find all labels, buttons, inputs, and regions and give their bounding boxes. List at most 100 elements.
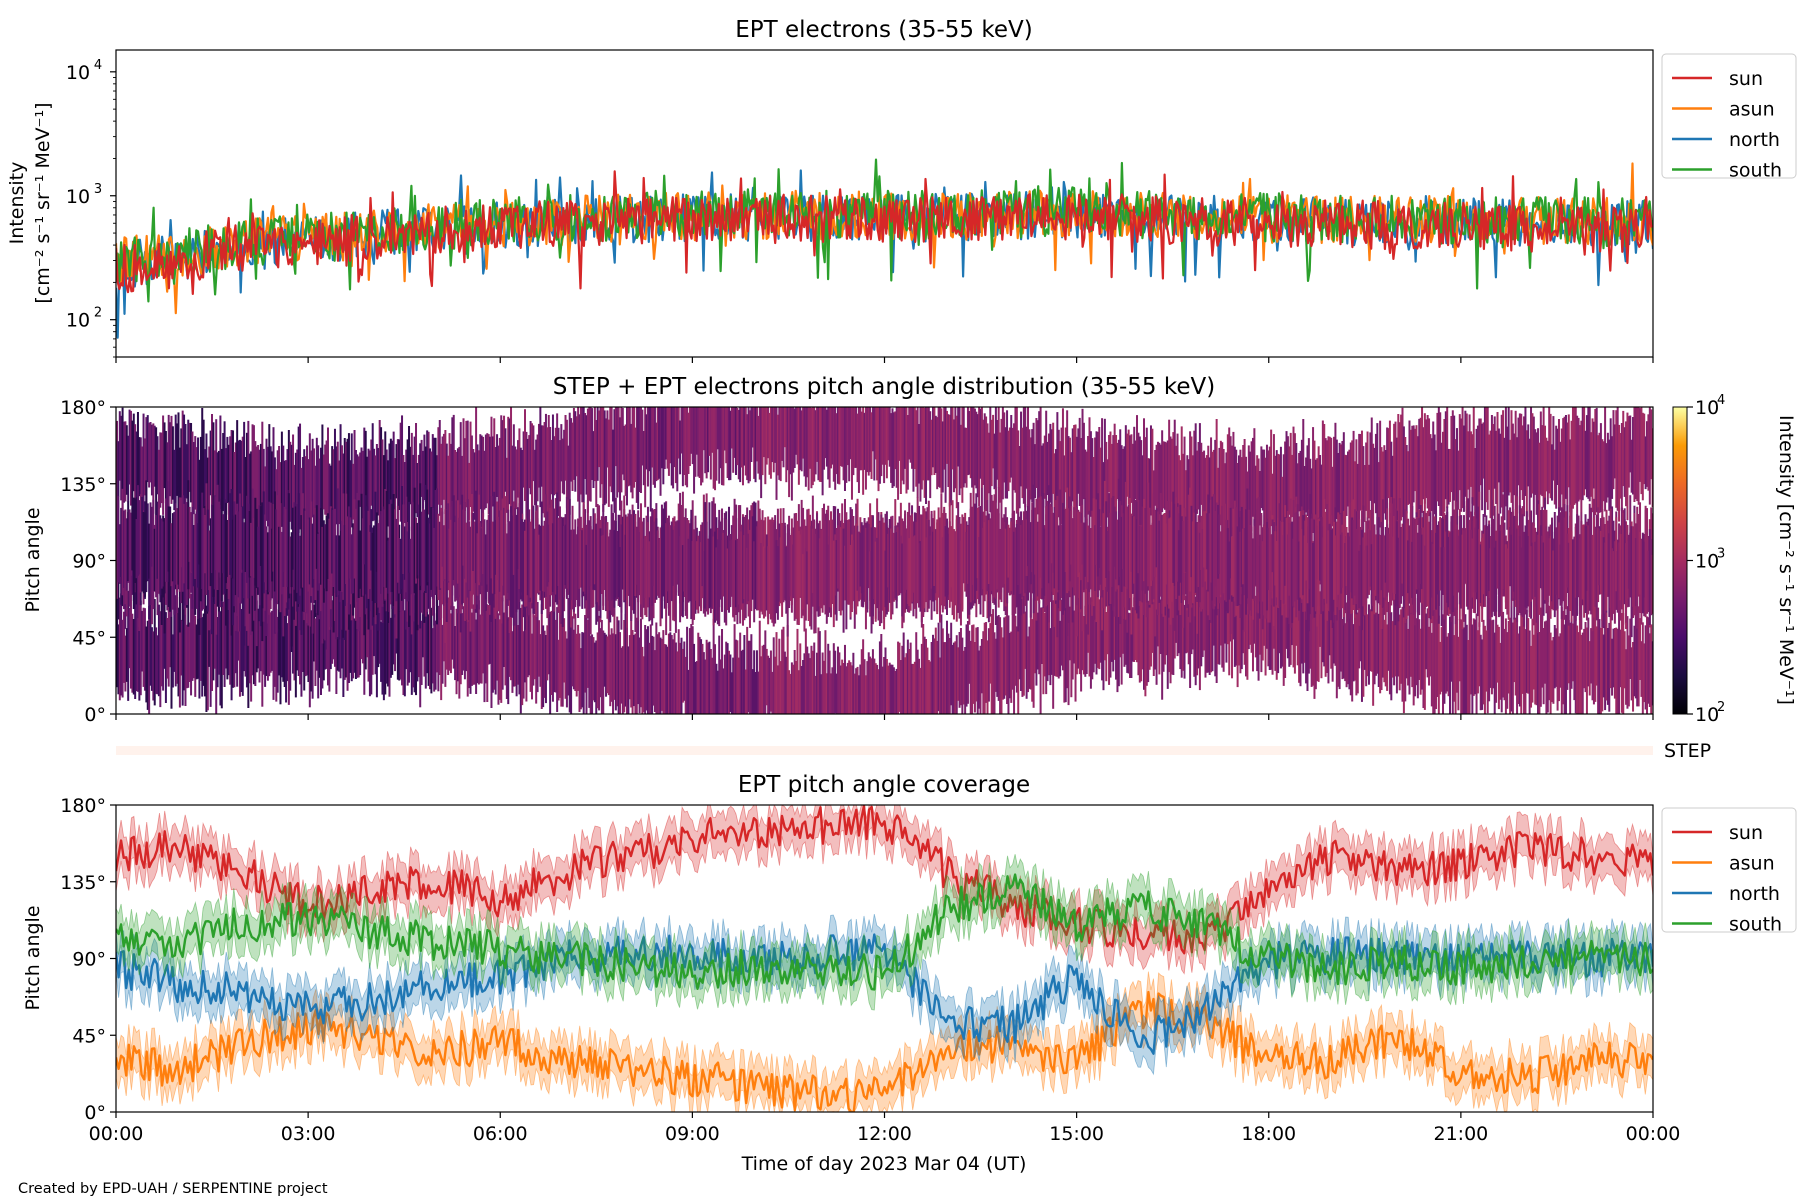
heatmap-cell bbox=[1467, 640, 1470, 714]
heatmap-cell bbox=[218, 599, 220, 675]
heatmap-cell bbox=[933, 407, 936, 475]
heatmap-cell bbox=[496, 434, 499, 497]
heatmap-cell bbox=[634, 427, 637, 482]
heatmap-cell bbox=[1122, 513, 1125, 570]
heatmap-cell bbox=[588, 596, 591, 708]
heatmap-cell bbox=[1075, 506, 1078, 606]
heatmap-cell bbox=[1634, 407, 1637, 500]
heatmap-cell bbox=[816, 652, 819, 714]
heatmap-cell bbox=[592, 431, 595, 488]
heatmap-cell bbox=[542, 425, 545, 514]
heatmap-cell bbox=[299, 597, 302, 685]
heatmap-cell bbox=[1025, 426, 1028, 489]
heatmap-cell bbox=[396, 573, 399, 680]
heatmap-cell bbox=[466, 619, 469, 697]
heatmap-cell bbox=[401, 583, 404, 686]
heatmap-cell bbox=[736, 640, 739, 714]
heatmap-cell bbox=[908, 649, 911, 714]
heatmap-cell bbox=[693, 643, 696, 714]
heatmap-cell bbox=[1095, 431, 1098, 508]
heatmap-cell bbox=[1468, 519, 1471, 627]
heatmap-cell bbox=[445, 587, 448, 670]
heatmap-cell bbox=[1324, 438, 1327, 510]
heatmap-cell bbox=[1598, 619, 1601, 714]
heatmap-cell bbox=[195, 624, 198, 680]
heatmap-cell bbox=[1200, 575, 1203, 667]
heatmap-cell bbox=[1319, 591, 1322, 647]
heatmap-cell bbox=[1556, 515, 1559, 609]
heatmap-cell bbox=[1333, 521, 1336, 600]
heatmap-cell bbox=[1577, 632, 1580, 714]
heatmap-cell bbox=[1006, 517, 1009, 604]
heatmap-cell bbox=[173, 449, 176, 511]
heatmap-cell bbox=[1286, 436, 1289, 545]
heatmap-cell bbox=[475, 490, 478, 584]
heatmap-cell bbox=[201, 408, 204, 511]
heatmap-cell bbox=[1190, 505, 1193, 578]
heatmap-cell bbox=[289, 536, 292, 594]
heatmap-cell bbox=[218, 450, 220, 521]
heatmap-cell bbox=[1602, 537, 1605, 629]
heatmap-cell bbox=[1158, 520, 1161, 603]
heatmap-cell bbox=[1018, 516, 1021, 594]
heatmap-cell bbox=[296, 605, 299, 671]
heatmap-cell bbox=[1531, 413, 1534, 494]
heatmap-cell bbox=[357, 456, 360, 538]
heatmap-cell bbox=[152, 631, 155, 701]
heatmap-cell bbox=[160, 518, 163, 589]
heatmap-cell bbox=[522, 431, 525, 488]
heatmap-cell bbox=[1270, 429, 1273, 527]
heatmap-cell bbox=[343, 438, 346, 541]
heatmap-cell bbox=[122, 421, 125, 503]
heatmap-cell bbox=[1552, 550, 1555, 611]
heatmap-cell bbox=[1172, 577, 1175, 675]
heatmap-cell bbox=[261, 421, 264, 517]
heatmap-cell bbox=[674, 407, 677, 484]
heatmap-cell bbox=[1482, 619, 1485, 705]
heatmap-cell bbox=[619, 547, 622, 608]
heatmap-cell bbox=[704, 502, 707, 609]
heatmap-cell bbox=[916, 649, 919, 714]
heatmap-cell bbox=[700, 542, 703, 609]
heatmap-cell bbox=[1073, 610, 1076, 664]
heatmap-cell bbox=[883, 522, 886, 630]
heatmap-cell bbox=[711, 657, 714, 714]
heatmap-cell bbox=[1057, 579, 1060, 679]
heatmap-cell bbox=[775, 540, 778, 614]
heatmap-cell bbox=[171, 634, 174, 688]
heatmap-cell bbox=[737, 505, 740, 605]
heatmap-cell bbox=[1404, 437, 1407, 521]
heatmap-cell bbox=[1360, 430, 1363, 511]
heatmap-cell bbox=[641, 409, 644, 466]
heatmap-cell bbox=[772, 407, 775, 473]
heatmap-cell bbox=[1457, 535, 1460, 593]
heatmap-cell bbox=[413, 487, 416, 594]
heatmap-cell bbox=[192, 590, 195, 679]
heatmap-cell bbox=[208, 597, 211, 667]
heatmap-cell bbox=[1436, 412, 1439, 502]
heatmap-cell bbox=[1011, 513, 1014, 615]
heatmap-cell bbox=[1306, 582, 1309, 691]
heatmap-cell bbox=[349, 517, 352, 579]
heatmap-cell bbox=[1003, 412, 1006, 483]
y-tick-label: 10 bbox=[66, 186, 90, 208]
heatmap-cell bbox=[494, 616, 497, 695]
heatmap-cell bbox=[607, 536, 610, 601]
heatmap-cell bbox=[146, 503, 149, 580]
heatmap-cell bbox=[1591, 614, 1594, 701]
heatmap-cell bbox=[788, 528, 791, 608]
heatmap-cell bbox=[1474, 619, 1477, 695]
heatmap-cell bbox=[1601, 614, 1604, 712]
heatmap-cell bbox=[1129, 613, 1132, 678]
heatmap-cell bbox=[771, 407, 774, 463]
heatmap-cell bbox=[702, 494, 705, 596]
heatmap-cell bbox=[1345, 455, 1348, 516]
heatmap-cell bbox=[1156, 441, 1159, 531]
heatmap-cell bbox=[417, 454, 420, 512]
heatmap-cell bbox=[1507, 510, 1510, 620]
heatmap-cell bbox=[116, 498, 118, 599]
heatmap-cell bbox=[1419, 528, 1422, 584]
heatmap-cell bbox=[1356, 463, 1359, 525]
heatmap-cell bbox=[1251, 538, 1254, 599]
heatmap-cell bbox=[311, 587, 314, 699]
